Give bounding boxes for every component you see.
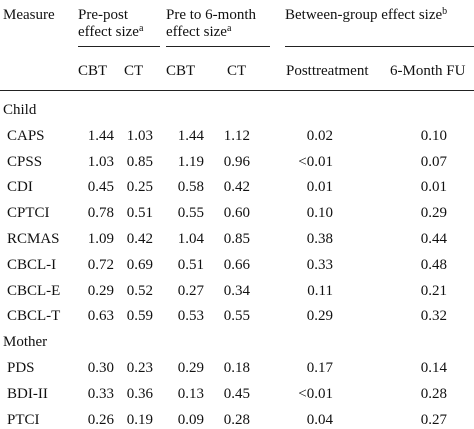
- group1-rule: [78, 46, 160, 47]
- cell-value: 0.33: [306, 256, 333, 273]
- cell-value: 0.53: [177, 308, 204, 325]
- cell-value: 0.23: [126, 360, 153, 376]
- cell-value: 0.25: [126, 179, 153, 196]
- row-measure: PTCI: [7, 411, 40, 428]
- cell-value: 0.51: [177, 256, 204, 273]
- cell-value: 0.27: [177, 282, 204, 299]
- cell-value: 0.45: [87, 179, 114, 196]
- cell-value: 0.44: [420, 231, 447, 247]
- row-measure: CDI: [7, 179, 33, 196]
- cell-value: 0.18: [223, 360, 250, 376]
- cell-value: <0.01: [298, 153, 333, 170]
- cell-value: 0.55: [223, 308, 250, 325]
- cell-value: 0.29: [420, 205, 447, 222]
- cell-value: 0.63: [87, 308, 114, 325]
- cell-value: 0.13: [177, 385, 204, 402]
- header-prepost-sup: a: [138, 23, 144, 34]
- cell-value: 0.01: [420, 179, 447, 196]
- cell-value: 1.19: [177, 153, 204, 170]
- cell-value: 0.48: [420, 256, 447, 273]
- cell-value: 0.27: [420, 411, 447, 428]
- row-measure: CPSS: [7, 153, 43, 170]
- cell-value: 0.10: [420, 127, 447, 144]
- group2-rule: [166, 46, 270, 47]
- cell-value: 0.78: [87, 205, 114, 222]
- subheader-ct-1: CT: [124, 63, 144, 79]
- cell-value: 0.29: [177, 360, 204, 376]
- subheader-cbt-1: CBT: [78, 63, 108, 79]
- cell-value: 0.58: [177, 179, 204, 196]
- cell-value: <0.01: [298, 385, 333, 402]
- cell-value: 0.28: [420, 385, 447, 402]
- row-measure: RCMAS: [7, 231, 60, 247]
- cell-value: 1.44: [177, 127, 204, 144]
- cell-value: 1.09: [87, 231, 114, 247]
- cell-value: 0.52: [126, 282, 153, 299]
- cell-value: 0.01: [306, 179, 333, 196]
- cell-value: 0.34: [223, 282, 250, 299]
- header-6month-line1: Pre to 6-month: [166, 7, 256, 23]
- section-label-child: Child: [3, 102, 37, 118]
- header-prepost-line2: effect sizea: [78, 23, 143, 41]
- cell-value: 0.29: [306, 308, 333, 325]
- cell-value: 1.12: [223, 127, 250, 144]
- cell-value: 0.02: [306, 127, 333, 144]
- cell-value: 0.29: [87, 282, 114, 299]
- cell-value: 0.30: [87, 360, 114, 376]
- cell-value: 0.60: [223, 205, 250, 222]
- cell-value: 0.21: [420, 282, 447, 299]
- cell-value: 0.85: [223, 231, 250, 247]
- cell-value: 0.38: [306, 231, 333, 247]
- header-between-group: Between-group effect sizeb: [285, 6, 447, 24]
- row-measure: PDS: [7, 360, 35, 376]
- cell-value: 0.51: [126, 205, 153, 222]
- cell-value: 0.36: [126, 385, 153, 402]
- row-measure: CBCL-I: [7, 256, 57, 273]
- header-prepost-line1: Pre-post: [78, 7, 128, 23]
- row-measure: CBCL-E: [7, 282, 61, 299]
- cell-value: 0.96: [223, 153, 250, 170]
- cell-value: 0.33: [87, 385, 114, 402]
- header-between-group-text: Between-group effect size: [285, 7, 443, 23]
- cell-value: 0.32: [420, 308, 447, 325]
- header-bottom-rule: [0, 90, 474, 91]
- cell-value: 0.04: [306, 411, 333, 428]
- subheader-cbt-2: CBT: [166, 63, 196, 79]
- cell-value: 0.11: [307, 282, 333, 299]
- cell-value: 0.07: [420, 153, 447, 170]
- cell-value: 0.28: [223, 411, 250, 428]
- cell-value: 1.44: [87, 127, 114, 144]
- cell-value: 0.66: [223, 256, 250, 273]
- header-6month-sup: a: [226, 23, 232, 34]
- subheader-6month-fu: 6-Month FU: [390, 63, 466, 79]
- cell-value: 1.03: [126, 127, 153, 144]
- cell-value: 0.69: [126, 256, 153, 273]
- row-measure: CPTCI: [7, 205, 50, 222]
- cell-value: 0.17: [306, 360, 333, 376]
- cell-value: 0.10: [306, 205, 333, 222]
- subheader-ct-2: CT: [227, 63, 247, 79]
- row-measure: BDI-II: [7, 385, 48, 402]
- header-between-group-sup: b: [442, 6, 448, 17]
- cell-value: 1.03: [87, 153, 114, 170]
- cell-value: 0.85: [126, 153, 153, 170]
- cell-value: 0.72: [87, 256, 114, 273]
- cell-value: 0.55: [177, 205, 204, 222]
- header-6month-line2-text: effect size: [166, 24, 227, 40]
- group3-rule: [285, 46, 474, 47]
- subheader-posttreatment: Posttreatment: [286, 63, 369, 79]
- cell-value: 0.14: [420, 360, 447, 376]
- row-measure: CBCL-T: [7, 308, 61, 325]
- header-prepost-line2-text: effect size: [78, 24, 139, 40]
- cell-value: 0.45: [223, 385, 250, 402]
- cell-value: 1.04: [177, 231, 204, 247]
- section-label-mother: Mother: [3, 334, 48, 351]
- row-measure: CAPS: [7, 127, 45, 144]
- header-6month-line2: effect sizea: [166, 23, 231, 41]
- cell-value: 0.59: [126, 308, 153, 325]
- cell-value: 0.42: [126, 231, 153, 247]
- header-measure: Measure: [3, 7, 55, 23]
- cell-value: 0.42: [223, 179, 250, 196]
